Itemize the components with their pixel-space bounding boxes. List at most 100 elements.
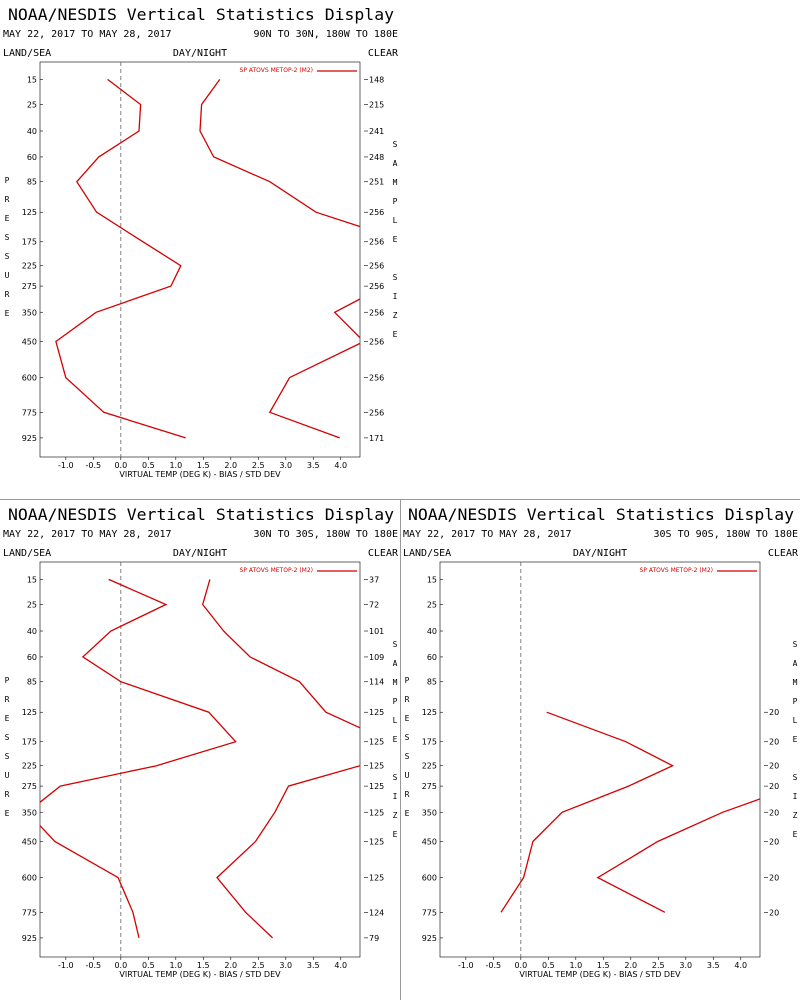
x-tick-label: -1.0 bbox=[58, 461, 74, 470]
sky-label: CLEAR bbox=[768, 548, 799, 559]
x-tick-label: 2.0 bbox=[224, 961, 237, 970]
y-tick-label: 600 bbox=[422, 874, 437, 883]
x-tick-label: 3.0 bbox=[279, 461, 292, 470]
sample-size-label: 215 bbox=[369, 100, 384, 109]
sky-label: CLEAR bbox=[368, 548, 399, 559]
x-tick-label: 3.0 bbox=[679, 961, 692, 970]
y-tick-label: 225 bbox=[22, 262, 37, 271]
x-tick-label: 0.5 bbox=[142, 461, 155, 470]
sample-size-label: 171 bbox=[369, 434, 384, 443]
plot-frame bbox=[39, 561, 361, 958]
y-tick-label: 775 bbox=[22, 908, 37, 917]
surface-label: LAND/SEA bbox=[3, 48, 51, 59]
y-tick-label: 450 bbox=[22, 337, 37, 346]
x-tick-label: 0.0 bbox=[514, 961, 527, 970]
sample-size-label: 256 bbox=[369, 282, 384, 291]
x-tick-label: 0.0 bbox=[114, 961, 127, 970]
chart-subtitle: MAY 22, 2017 TO MAY 28, 2017 bbox=[3, 29, 172, 40]
x-tick-label: -0.5 bbox=[486, 961, 502, 970]
y2-axis-label: SAMPLE SIZE bbox=[791, 640, 800, 849]
sample-size-label: 20 bbox=[769, 908, 779, 917]
y-tick-label: 600 bbox=[22, 874, 37, 883]
x-tick-label: 0.5 bbox=[142, 961, 155, 970]
plot-frame bbox=[39, 61, 361, 458]
sample-size-label: 125 bbox=[369, 808, 384, 817]
legend-label: SP ATOVS METOP-2 (M2) bbox=[240, 567, 313, 574]
y2-axis-label: SAMPLE SIZE bbox=[391, 140, 400, 349]
legend-label: SP ATOVS METOP-2 (M2) bbox=[240, 67, 313, 74]
y-tick-label: 25 bbox=[27, 600, 37, 609]
sample-size-label: 256 bbox=[369, 238, 384, 247]
y-tick-label: 25 bbox=[27, 100, 37, 109]
x-tick-label: 4.0 bbox=[334, 461, 347, 470]
region-label: 30S TO 90S, 180W TO 180E bbox=[654, 529, 799, 540]
sample-size-label: 148 bbox=[369, 75, 384, 84]
bias-line bbox=[40, 578, 237, 939]
sample-size-label: 125 bbox=[369, 874, 384, 883]
sky-label: CLEAR bbox=[368, 48, 399, 59]
y-tick-label: 25 bbox=[427, 600, 437, 609]
y-tick-label: 15 bbox=[427, 575, 437, 584]
sample-size-label: 37 bbox=[369, 575, 379, 584]
sample-size-label: 101 bbox=[369, 627, 384, 636]
sample-size-label: 109 bbox=[369, 653, 384, 662]
sample-size-label: 256 bbox=[369, 208, 384, 217]
chart-title: NOAA/NESDIS Vertical Statistics Display bbox=[8, 505, 394, 524]
chart-title: NOAA/NESDIS Vertical Statistics Display bbox=[8, 5, 394, 24]
x-tick-label: 1.5 bbox=[197, 461, 210, 470]
y-tick-label: 775 bbox=[22, 408, 37, 417]
std-dev-line bbox=[201, 579, 360, 939]
sample-size-label: 20 bbox=[769, 782, 779, 791]
sample-size-label: 125 bbox=[369, 738, 384, 747]
sample-size-label: 125 bbox=[369, 837, 384, 846]
y-tick-label: 600 bbox=[22, 374, 37, 383]
y-tick-label: 450 bbox=[22, 837, 37, 846]
y-tick-label: 450 bbox=[422, 837, 437, 846]
x-tick-label: 2.5 bbox=[252, 461, 265, 470]
x-tick-label: 2.0 bbox=[224, 461, 237, 470]
sample-size-label: 256 bbox=[369, 262, 384, 271]
panel: NOAA/NESDIS Vertical Statistics Display M… bbox=[403, 505, 800, 979]
sample-size-label: 241 bbox=[369, 127, 384, 136]
x-axis-label: VIRTUAL TEMP (DEG K) - BIAS / STD DEV bbox=[119, 470, 281, 479]
y-tick-label: 40 bbox=[27, 127, 37, 136]
x-tick-label: -1.0 bbox=[58, 961, 74, 970]
x-tick-label: 1.5 bbox=[197, 961, 210, 970]
y-tick-label: 225 bbox=[422, 762, 437, 771]
y-tick-label: 40 bbox=[27, 627, 37, 636]
y-tick-label: 275 bbox=[22, 782, 37, 791]
x-tick-label: 2.5 bbox=[652, 961, 665, 970]
x-tick-label: 3.0 bbox=[279, 961, 292, 970]
region-label: 90N TO 30N, 180W TO 180E bbox=[254, 29, 399, 40]
y-tick-label: 60 bbox=[427, 653, 437, 662]
y-tick-label: 225 bbox=[22, 762, 37, 771]
sample-size-label: 20 bbox=[769, 708, 779, 717]
sample-size-label: 124 bbox=[369, 908, 384, 917]
chart-subtitle: MAY 22, 2017 TO MAY 28, 2017 bbox=[403, 529, 572, 540]
y-tick-label: 925 bbox=[22, 434, 37, 443]
y-tick-label: 275 bbox=[22, 282, 37, 291]
y-tick-label: 275 bbox=[422, 782, 437, 791]
x-tick-label: 0.0 bbox=[114, 461, 127, 470]
std-dev-line bbox=[596, 798, 760, 913]
chart-subtitle: MAY 22, 2017 TO MAY 28, 2017 bbox=[3, 529, 172, 540]
x-tick-label: -0.5 bbox=[86, 461, 102, 470]
sample-size-label: 125 bbox=[369, 708, 384, 717]
y-tick-label: 85 bbox=[27, 678, 37, 687]
time-label: DAY/NIGHT bbox=[173, 48, 227, 59]
x-tick-label: 1.0 bbox=[169, 461, 182, 470]
y-tick-label: 125 bbox=[22, 208, 37, 217]
x-tick-label: 3.5 bbox=[707, 961, 720, 970]
time-label: DAY/NIGHT bbox=[573, 548, 627, 559]
x-tick-label: 4.0 bbox=[734, 961, 747, 970]
sample-size-label: 20 bbox=[769, 874, 779, 883]
y-tick-label: 60 bbox=[27, 653, 37, 662]
sample-size-label: 251 bbox=[369, 178, 384, 187]
x-tick-label: -0.5 bbox=[86, 961, 102, 970]
x-tick-label: 1.0 bbox=[569, 961, 582, 970]
y-axis-label: PRESSURE bbox=[3, 176, 12, 328]
y-tick-label: 925 bbox=[422, 934, 437, 943]
y-tick-label: 175 bbox=[22, 738, 37, 747]
sample-size-label: 72 bbox=[369, 600, 379, 609]
